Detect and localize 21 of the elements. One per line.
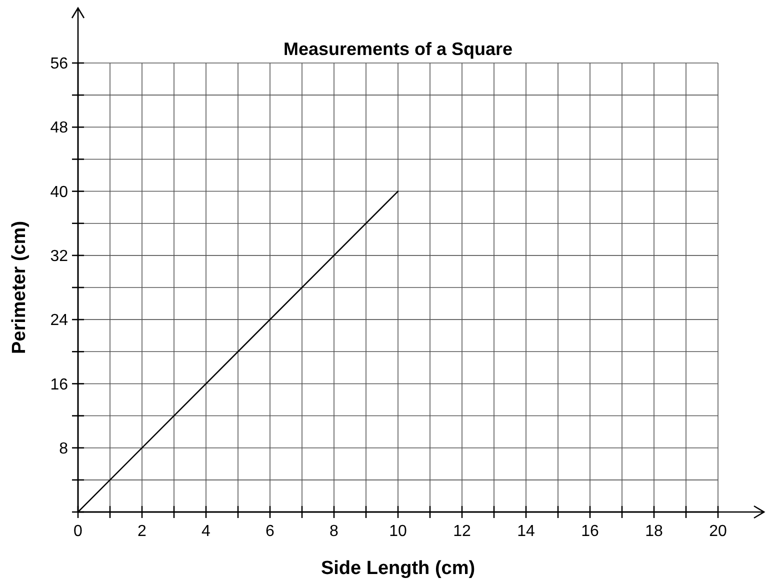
x-tick-label: 20 <box>709 523 727 540</box>
y-tick-label: 56 <box>50 56 68 73</box>
y-tick-label: 8 <box>59 440 68 458</box>
chart-title: Measurements of a Square <box>283 39 513 59</box>
x-tick-label: 4 <box>202 523 211 540</box>
y-axis-title: Perimeter (cm) <box>9 220 30 354</box>
y-tick-label: 48 <box>50 120 68 137</box>
x-tick-label: 0 <box>74 523 83 540</box>
x-axis-title: Side Length (cm) <box>320 558 476 579</box>
y-tick-label: 40 <box>50 184 68 201</box>
y-tick-label: 24 <box>50 312 68 330</box>
x-tick-label: 12 <box>453 523 471 540</box>
x-tick-label: 2 <box>138 523 147 540</box>
x-tick-label: 8 <box>330 523 339 540</box>
x-tick-label: 14 <box>517 523 535 540</box>
y-tick-label: 16 <box>50 376 68 394</box>
y-tick-label: 32 <box>50 248 68 266</box>
x-tick-label: 18 <box>645 523 663 540</box>
x-tick-label: 16 <box>581 523 599 540</box>
x-tick-label: 10 <box>389 523 407 540</box>
x-tick-label: 6 <box>266 523 275 540</box>
